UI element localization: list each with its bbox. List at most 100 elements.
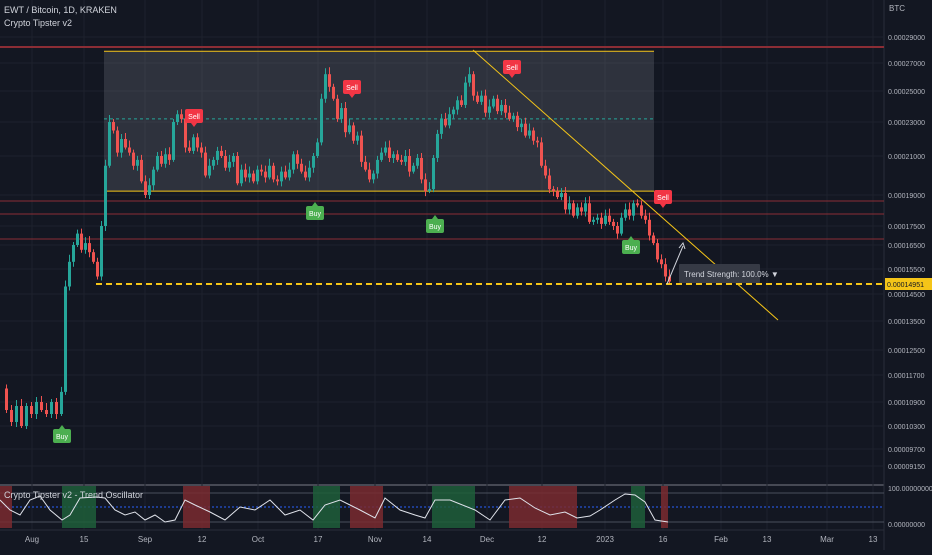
candle	[648, 219, 651, 236]
candle	[392, 154, 395, 158]
candle	[572, 203, 575, 216]
candle	[512, 115, 515, 119]
candle	[416, 157, 419, 166]
candle	[504, 104, 507, 113]
candle	[436, 133, 439, 158]
candle	[456, 100, 459, 110]
candle	[400, 159, 403, 162]
candle	[476, 95, 479, 102]
candle	[560, 193, 563, 198]
candle	[224, 156, 227, 168]
trend-arrow-head	[678, 241, 686, 250]
candle	[64, 286, 67, 392]
indicator-title[interactable]: Crypto Tipster v2	[4, 18, 73, 28]
candle	[196, 137, 199, 148]
buy-signal-label: Buy	[309, 211, 322, 218]
time-tick-label: Oct	[252, 535, 265, 544]
candle	[216, 150, 219, 160]
candle	[332, 86, 335, 99]
candle	[148, 185, 151, 195]
osc-zone	[313, 486, 340, 528]
candle	[612, 221, 615, 226]
candle	[352, 125, 355, 141]
candle	[164, 154, 167, 164]
candle	[344, 108, 347, 133]
candle	[272, 165, 275, 180]
candle	[10, 410, 13, 422]
candle	[548, 175, 551, 190]
osc-tick-label: 0.00000000	[888, 522, 925, 529]
osc-zone	[62, 486, 96, 528]
price-tick-label: 0.00009700	[888, 447, 925, 454]
osc-zone	[509, 486, 577, 528]
candle	[172, 122, 175, 160]
candle	[532, 130, 535, 141]
candle	[35, 402, 38, 414]
sell-signal[interactable]	[654, 190, 672, 204]
time-tick-label: 15	[80, 535, 89, 544]
symbol-title[interactable]: EWT / Bitcoin, 1D, KRAKEN	[4, 5, 117, 15]
candle	[320, 98, 323, 143]
candle	[508, 112, 511, 119]
price-tick-label: 0.00011700	[888, 373, 925, 380]
current-price-tag	[885, 278, 932, 290]
buy-signal-label: Buy	[56, 434, 69, 441]
candle	[636, 203, 639, 206]
price-tick-label: 0.00009150	[888, 464, 925, 471]
candle	[440, 118, 443, 134]
candle	[580, 207, 583, 212]
candle	[192, 137, 195, 151]
candle	[116, 130, 119, 153]
candle	[372, 173, 375, 180]
candle	[15, 406, 18, 422]
candle	[404, 156, 407, 162]
candle	[324, 74, 327, 99]
price-tick-label: 0.00012500	[888, 348, 925, 355]
signal-pointer	[191, 123, 197, 127]
candle	[604, 215, 607, 224]
candle	[296, 154, 299, 164]
time-tick-label: 17	[314, 535, 323, 544]
candle	[76, 233, 79, 245]
buy-signal[interactable]	[622, 240, 640, 254]
candle	[592, 219, 595, 222]
candle	[120, 139, 123, 153]
sell-signal-label: Sell	[346, 85, 358, 92]
candle	[308, 167, 311, 178]
sell-signal-label: Sell	[506, 65, 518, 72]
candle	[356, 135, 359, 141]
time-tick-label: Feb	[714, 535, 728, 544]
time-tick-label: 2023	[596, 535, 614, 544]
signal-pointer	[312, 202, 318, 206]
candle	[640, 205, 643, 216]
candle	[564, 193, 567, 210]
candle	[284, 171, 287, 178]
candle	[600, 217, 603, 224]
signal-pointer	[432, 215, 438, 219]
buy-signal[interactable]	[426, 219, 444, 233]
sell-signal[interactable]	[185, 109, 203, 123]
price-tick-label: 0.00021000	[888, 154, 925, 161]
sell-signal[interactable]	[503, 60, 521, 74]
candle	[360, 135, 363, 162]
candle	[348, 125, 351, 133]
price-tick-label: 0.00019000	[888, 193, 925, 200]
candle	[160, 156, 163, 164]
oscillator-title[interactable]: Crypto Tipster v2 - Trend Oscillator	[4, 490, 144, 500]
candle	[68, 261, 71, 287]
time-tick-label: 13	[869, 535, 878, 544]
buy-signal[interactable]	[53, 429, 71, 443]
candle	[328, 74, 331, 87]
candle	[20, 406, 23, 426]
candle	[55, 402, 58, 414]
candle	[364, 161, 367, 170]
sell-signal[interactable]	[343, 80, 361, 94]
candle	[656, 243, 659, 260]
candle	[448, 114, 451, 126]
candle	[608, 215, 611, 222]
buy-signal[interactable]	[306, 206, 324, 220]
candle	[84, 243, 87, 250]
candle	[168, 154, 171, 160]
